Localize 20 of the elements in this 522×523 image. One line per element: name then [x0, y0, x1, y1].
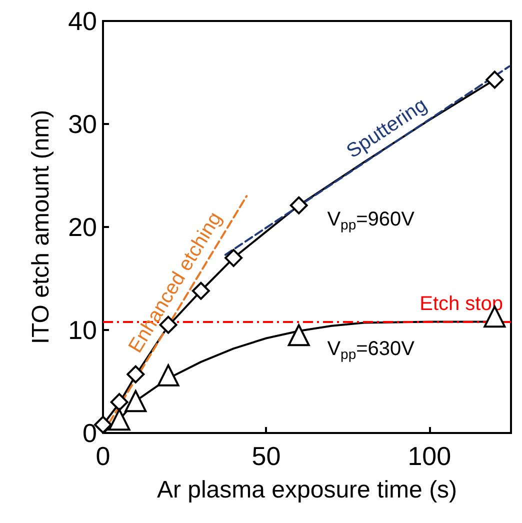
- x-tick-label: 100: [408, 441, 452, 471]
- point: [290, 196, 308, 214]
- point: [192, 282, 210, 300]
- point: [288, 324, 310, 346]
- point: [124, 390, 147, 412]
- point: [110, 393, 128, 412]
- y-tick-label: 20: [68, 212, 97, 242]
- point: [126, 365, 145, 384]
- y-axis-title: ITO etch amount (nm): [28, 110, 54, 344]
- point: [224, 248, 243, 267]
- point: [108, 408, 130, 431]
- y-tick-label: 30: [68, 109, 97, 139]
- x-tick-label: 50: [252, 441, 281, 471]
- point: [94, 416, 112, 434]
- point: [486, 70, 504, 89]
- y-tick-label: 10: [68, 315, 97, 345]
- x-axis-title: Ar plasma exposure time (s): [156, 476, 458, 504]
- point: [157, 364, 180, 386]
- y-tick-label: 0: [82, 418, 97, 448]
- y-tick-label: 40: [68, 6, 97, 36]
